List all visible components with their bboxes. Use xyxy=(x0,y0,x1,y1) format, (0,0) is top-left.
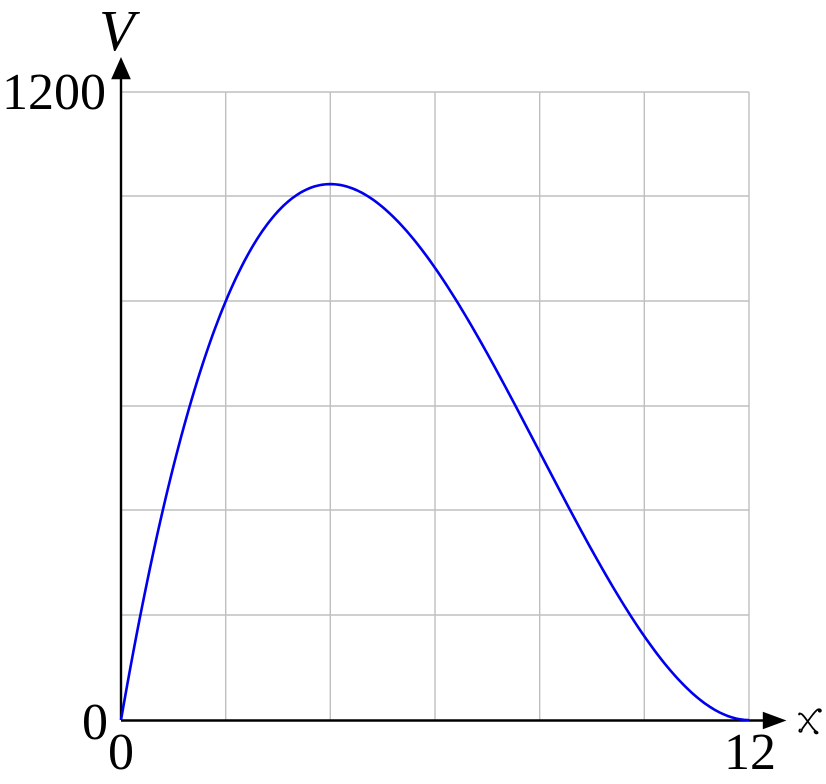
svg-text:1200: 1200 xyxy=(2,64,106,121)
svg-text:0: 0 xyxy=(82,694,108,751)
svg-text:0: 0 xyxy=(108,724,134,781)
svg-text:V: V xyxy=(99,0,141,63)
svg-text:12: 12 xyxy=(724,724,776,781)
